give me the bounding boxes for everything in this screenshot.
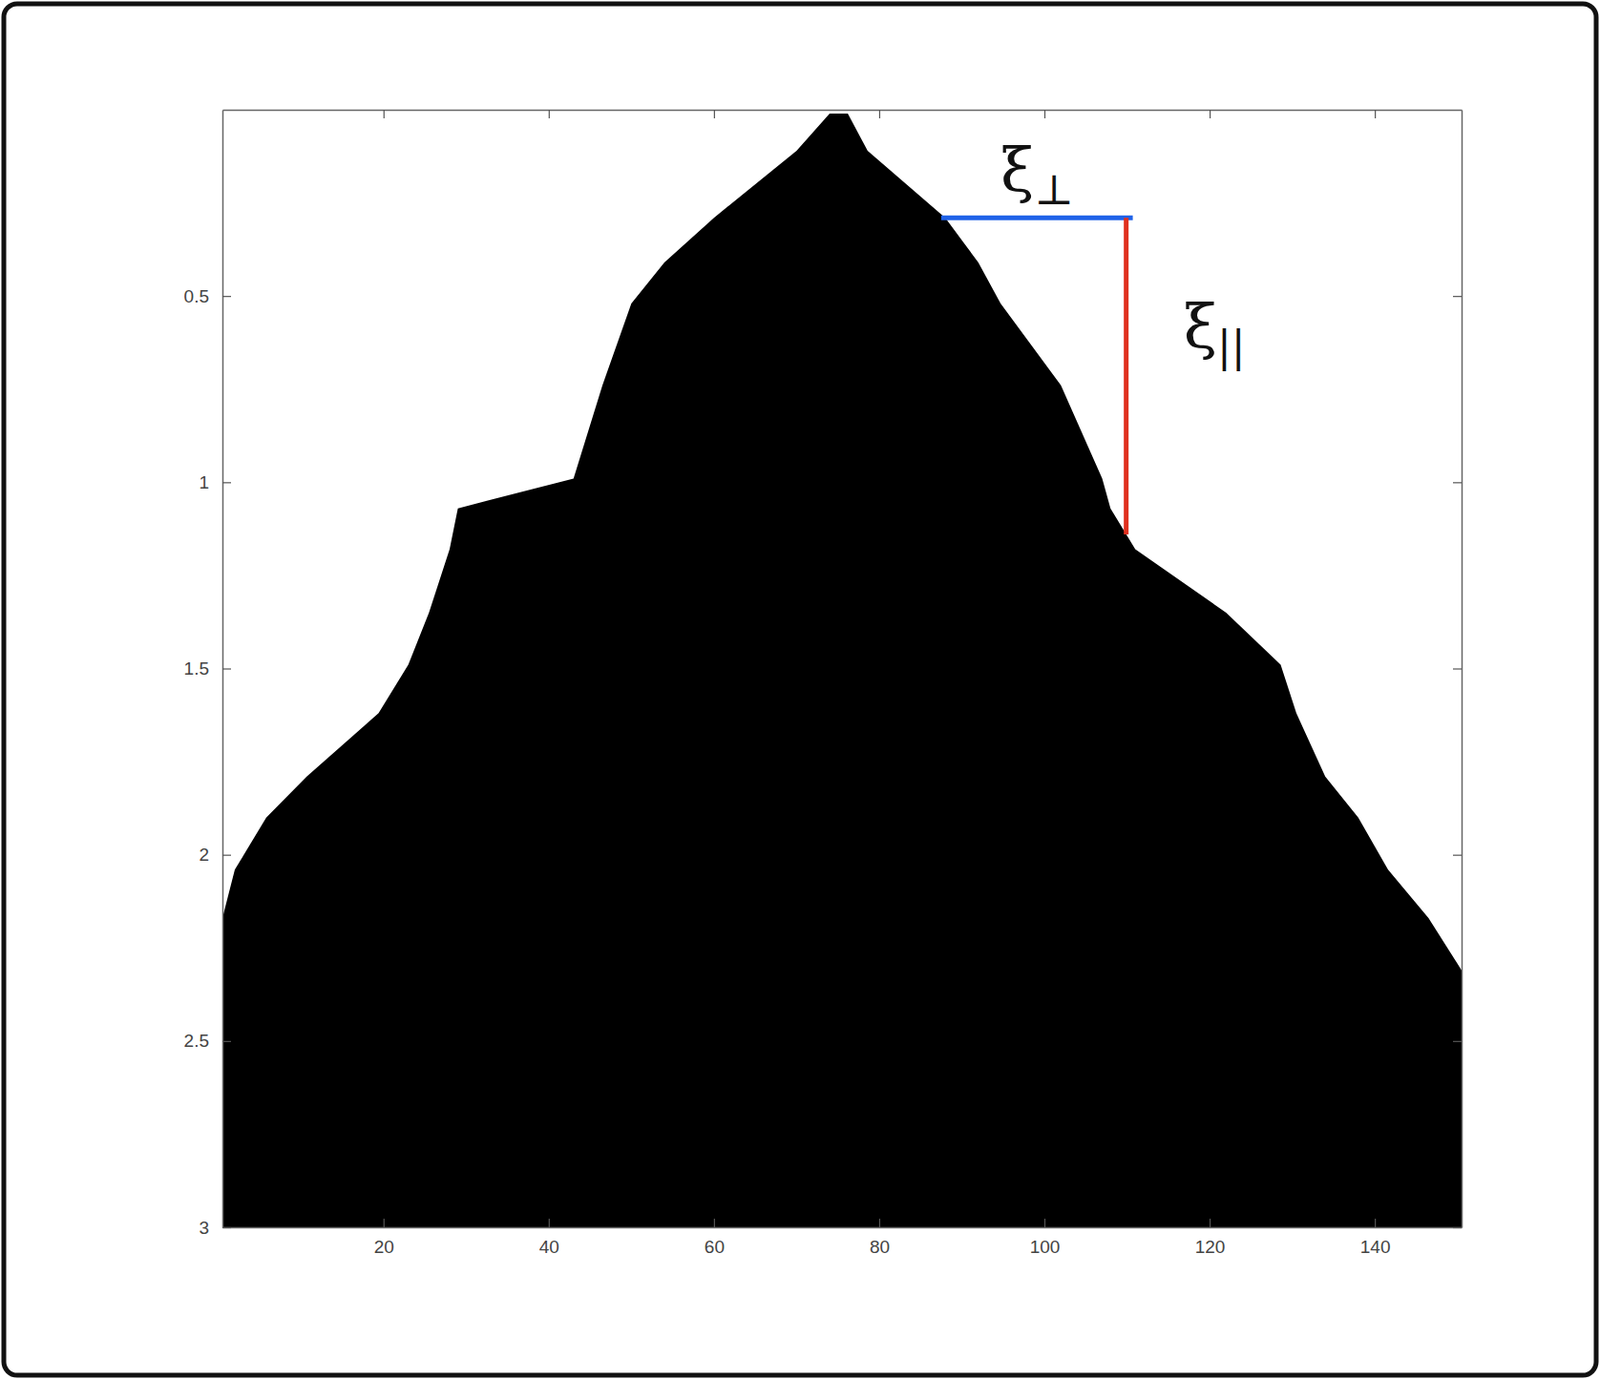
tick: 120 <box>1195 1219 1226 1258</box>
tick <box>1452 1041 1462 1043</box>
tick-label: 140 <box>1360 1237 1391 1258</box>
tick-mark <box>383 109 385 119</box>
annotation-labels: ξ⊥ξ|| <box>1000 134 1246 372</box>
tick-label: 1 <box>198 472 210 493</box>
annotation-line <box>941 215 1134 221</box>
tick-mark <box>222 1227 232 1229</box>
tick <box>1044 109 1046 119</box>
tick <box>1452 669 1462 671</box>
tick: 20 <box>374 1219 395 1258</box>
y-axis: 0.5 1 1.5 2 2.5 3 <box>184 110 232 1239</box>
tick-mark <box>1374 109 1376 119</box>
tick: 2 <box>198 844 232 865</box>
x-axis-top <box>223 109 1463 119</box>
tick-label: 100 <box>1030 1237 1061 1258</box>
tick-mark <box>1452 1041 1462 1043</box>
tick-mark <box>222 295 232 297</box>
chart: 204060801001201400.511.522.53ξ⊥ξ|| <box>0 0 1600 1379</box>
tick: 1 <box>198 472 232 493</box>
tick-mark <box>222 482 232 484</box>
tick-label: 60 <box>704 1237 725 1258</box>
tick-label: 120 <box>1195 1237 1226 1258</box>
tick-mark <box>383 1219 385 1228</box>
tick: 60 <box>704 1219 725 1258</box>
tick <box>1374 109 1376 119</box>
tick-mark <box>1374 1219 1376 1228</box>
tick: 80 <box>869 1219 890 1258</box>
cluster-area <box>222 113 1462 1228</box>
tick-mark <box>222 855 232 857</box>
annotation-line <box>1123 217 1129 535</box>
tick: 0.5 <box>184 286 232 307</box>
tick-mark <box>714 1219 716 1228</box>
tick-label: 2 <box>198 844 210 865</box>
annotation-subscript: ⊥ <box>1033 165 1074 214</box>
plot-background <box>222 109 1462 1228</box>
tick-mark <box>1452 1227 1462 1229</box>
tick-mark <box>548 1219 550 1228</box>
annotation-label: ξ⊥ <box>1000 134 1074 214</box>
tick-label: 3 <box>198 1218 210 1239</box>
tick <box>548 109 550 119</box>
tick-mark <box>879 1219 881 1228</box>
tick-label: 0.5 <box>184 286 210 307</box>
tick-mark <box>1452 855 1462 857</box>
tick: 2.5 <box>184 1031 232 1052</box>
tick: 40 <box>539 1219 560 1258</box>
tick-mark <box>1452 482 1462 484</box>
tick-mark <box>714 109 716 119</box>
x-axis: 20 40 60 80 100 120 140 <box>223 1219 1463 1258</box>
tick-mark <box>879 109 881 119</box>
tick: 100 <box>1030 1219 1061 1258</box>
tick-mark <box>1452 295 1462 297</box>
tick-label: 2.5 <box>184 1031 210 1052</box>
tick <box>1452 855 1462 857</box>
tick-label: 20 <box>374 1237 395 1258</box>
tick-mark <box>222 668 232 670</box>
tick-label: 1.5 <box>184 658 210 679</box>
tick-mark <box>1452 668 1462 670</box>
tick-mark <box>1209 109 1211 119</box>
annotation-symbol: ξ <box>1183 291 1218 362</box>
annotation-symbol: ξ <box>1000 134 1034 206</box>
tick <box>1452 482 1462 484</box>
tick <box>1209 109 1211 119</box>
marks <box>222 113 1462 1228</box>
tick <box>1452 295 1462 297</box>
tick <box>1452 1227 1462 1229</box>
y-axis-right <box>1452 110 1463 1229</box>
tick: 140 <box>1360 1219 1391 1258</box>
tick-mark <box>1044 1219 1046 1228</box>
axis-line <box>223 1227 1463 1230</box>
slide-frame <box>3 3 1597 1376</box>
tick-label: 80 <box>869 1237 890 1258</box>
tick-mark <box>1044 109 1046 119</box>
tick-label: 40 <box>539 1237 560 1258</box>
annotation-label: ξ|| <box>1183 291 1246 372</box>
tick <box>383 109 385 119</box>
tick <box>714 109 716 119</box>
tick-mark <box>548 109 550 119</box>
tick <box>879 109 881 119</box>
tick: 3 <box>198 1218 232 1239</box>
tick-mark <box>222 1041 232 1043</box>
axis-line <box>223 109 1463 112</box>
tick-mark <box>1209 1219 1211 1228</box>
annotation-subscript: || <box>1217 321 1246 372</box>
tick: 1.5 <box>184 658 232 679</box>
